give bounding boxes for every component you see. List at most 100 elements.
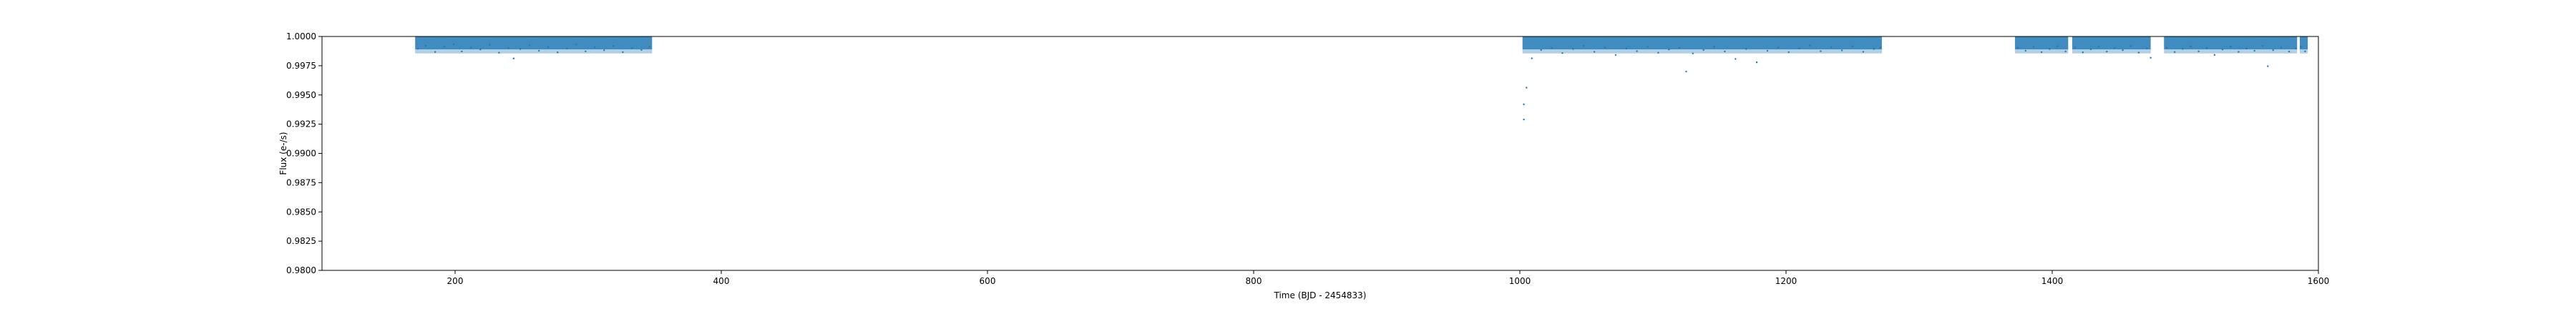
flux-point (2049, 48, 2051, 50)
flux-point (2261, 44, 2264, 47)
flux-point (1540, 49, 1542, 52)
flux-point (1840, 49, 1843, 52)
flux-point (2238, 51, 2240, 53)
flux-point (1830, 46, 1833, 49)
flux-point (2300, 46, 2303, 48)
flux-point (1646, 46, 1649, 48)
observation-band (2072, 36, 2151, 49)
flux-point (1636, 50, 1638, 52)
flux-point (613, 45, 615, 47)
flux-point (2190, 45, 2192, 48)
observation-scatter-band (2072, 49, 2151, 54)
x-axis-label: Time (BJD - 2454833) (1274, 290, 1367, 300)
flux-point (2197, 50, 2200, 52)
y-tick-label: 0.9800 (286, 265, 316, 275)
y-tick-label: 0.9850 (286, 207, 316, 217)
flux-point (1766, 49, 1769, 52)
flux-point (2150, 57, 2152, 59)
flux-point (603, 49, 605, 52)
flux-point (2280, 46, 2283, 49)
flux-point (2304, 50, 2306, 52)
flux-point (1679, 46, 1681, 49)
flux-point (528, 44, 531, 46)
y-tick-label: 0.9900 (286, 149, 316, 159)
flux-point (489, 44, 491, 46)
x-tick-label: 1200 (1775, 276, 1797, 286)
flux-point (1593, 51, 1596, 53)
flux-point (566, 47, 568, 50)
observation-scatter-band (1522, 49, 1882, 54)
y-tick-label: 0.9875 (286, 177, 316, 187)
flux-point (416, 47, 419, 50)
flux-point (547, 46, 550, 49)
flux-point (2032, 46, 2035, 48)
flux-point (1777, 46, 1780, 49)
flux-point (1820, 50, 1822, 52)
y-axis: 0.9800 0.9825 0.9850 0.9875 0.9900 0.9925 0.99… (286, 31, 322, 275)
flux-point (1862, 51, 1865, 53)
flux-point (1583, 44, 1585, 47)
observation-band (2299, 36, 2308, 49)
flux-point (2145, 47, 2148, 49)
flux-point (470, 46, 472, 49)
x-tick-label: 200 (447, 276, 464, 286)
flux-point (594, 46, 596, 49)
observation-band (1522, 36, 1882, 49)
flux-point (622, 51, 624, 54)
flux-point (452, 43, 455, 45)
flux-point (2114, 46, 2116, 49)
flux-point (1614, 54, 1617, 57)
y-tick-label: 1.0000 (286, 31, 316, 41)
flux-point (479, 48, 482, 51)
flux-point (1787, 51, 1790, 54)
flux-point (2074, 46, 2076, 49)
y-tick-label: 0.9975 (286, 61, 316, 71)
flux-point (2267, 65, 2269, 67)
flux-point (2173, 51, 2176, 53)
flux-point (2245, 47, 2248, 50)
flux-point (2122, 49, 2124, 52)
x-tick-label: 1600 (2308, 276, 2330, 286)
flux-point (585, 50, 587, 52)
flux-point (1657, 52, 1659, 54)
x-tick-label: 1000 (1509, 276, 1531, 286)
flux-point (512, 57, 515, 59)
flux-point (1873, 48, 1875, 50)
flux-point (1572, 48, 1574, 50)
flux-point (1551, 46, 1553, 49)
flux-point (519, 48, 522, 50)
flux-point (1745, 48, 1747, 50)
flux-point (1735, 58, 1737, 60)
flux-point (1713, 46, 1715, 48)
x-tick-label: 800 (1246, 276, 1262, 286)
observation-band (2014, 36, 2069, 49)
x-tick-label: 600 (980, 276, 996, 286)
flux-point (2230, 46, 2232, 48)
y-tick-label: 0.9950 (286, 90, 316, 100)
y-tick-label: 0.9925 (286, 119, 316, 129)
x-axis: 200 400 600 800 1000 1200 1400 1600 (447, 270, 2330, 286)
flux-point (2253, 49, 2255, 52)
flux-point (2295, 47, 2297, 49)
flux-point (537, 49, 540, 52)
flux-point (1604, 46, 1606, 49)
flux-point (1561, 52, 1563, 54)
flux-point (648, 46, 650, 48)
flux-point (1702, 49, 1704, 52)
observation-band (2164, 36, 2298, 49)
flux-point (1625, 47, 1627, 50)
flux-point (1668, 48, 1670, 51)
flux-point (2288, 50, 2290, 53)
flux-point (631, 46, 633, 49)
flux-point (434, 51, 436, 53)
flux-point (1531, 57, 1533, 59)
flux-point (575, 44, 577, 46)
flux-point (1523, 118, 1525, 121)
flux-point (498, 52, 500, 54)
flux-point (1526, 87, 1528, 89)
x-tick-label: 400 (713, 276, 730, 286)
observation-band (415, 36, 653, 49)
y-tick-label: 0.9825 (286, 236, 316, 246)
